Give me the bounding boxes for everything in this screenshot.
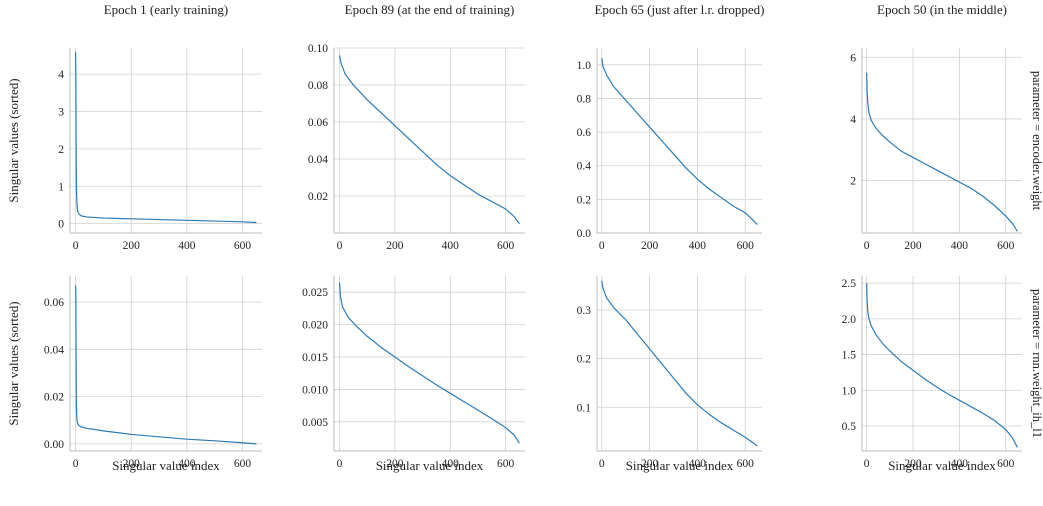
panel-r1-c2-series-line xyxy=(338,55,520,225)
panel-r2-c2-xtick-label: 600 xyxy=(497,458,515,470)
panel-r2-c4: 0 200 400 600 0.5 1.0 1.5 2.0 2.5 xyxy=(842,276,1022,470)
column-title-3: Epoch 65 (just after l.r. dropped) xyxy=(594,2,764,17)
panel-r2-c4-series-line xyxy=(866,283,1018,448)
x-axis-label-col-4: Singular value index xyxy=(888,458,996,473)
panel-r1-c4-series-line xyxy=(866,72,1018,232)
panel-r1-c1-ytick-label: 0 xyxy=(58,219,64,231)
panel-r2-c2-series-line xyxy=(338,282,520,444)
panel-r1-c3-ytick-label: 1.0 xyxy=(577,60,592,72)
panel-r2-c3-ytick-label: 0.2 xyxy=(577,354,592,366)
panel-r2-c3-xtick-label: 600 xyxy=(737,458,755,470)
panel-r1-c3-ytick-label: 0.4 xyxy=(577,161,592,173)
panel-r2-c1-ytick-label: 0.06 xyxy=(44,297,64,309)
panel-r1-c3-xtick-label: 200 xyxy=(641,240,659,252)
panel-r1-c2-ytick-label: 0.04 xyxy=(308,154,328,166)
x-axis-label-col-1: Singular value index xyxy=(112,458,220,473)
panel-r1-c3-xtick-label: 0 xyxy=(599,240,605,252)
panel-r1-c1-xtick-label: 200 xyxy=(123,240,141,252)
x-axis-label-col-2: Singular value index xyxy=(376,458,484,473)
panel-r1-c4: 0 200 400 600 2 4 6 xyxy=(850,48,1022,252)
panel-r1-c1: 0 200 400 600 0 1 2 3 4 xyxy=(58,48,262,252)
panel-r1-c1-ytick-label: 3 xyxy=(58,107,64,119)
panel-r2-c4-ytick-label: 1.5 xyxy=(842,350,857,362)
panel-r2-c2-ytick-label: 0.025 xyxy=(302,287,328,299)
panel-r2-c4-xtick-label: 0 xyxy=(864,458,870,470)
panel-r1-c2-ytick-label: 0.02 xyxy=(308,191,328,203)
panel-r1-c1-xtick-label: 0 xyxy=(73,240,79,252)
panel-r2-c1-ytick-label: 0.02 xyxy=(44,392,64,404)
panel-r1-c2-xtick-label: 400 xyxy=(442,240,460,252)
panel-r1-c4-ytick-label: 4 xyxy=(850,114,856,126)
row-title-1: parameter = encoder.weight xyxy=(1030,71,1043,211)
panel-r2-c1-ytick-label: 0.04 xyxy=(44,344,64,356)
panel-r1-c1-ytick-label: 2 xyxy=(58,144,64,156)
column-title-2: Epoch 89 (at the end of training) xyxy=(345,2,515,17)
panel-r2-c2-ytick-label: 0.020 xyxy=(302,320,328,332)
panel-r1-c4-xtick-label: 400 xyxy=(951,240,969,252)
panel-r2-c3-xtick-label: 400 xyxy=(689,458,707,470)
panel-r2-c1: 0 200 400 600 0.00 0.02 0.04 0.06 xyxy=(44,276,262,470)
column-title-1: Epoch 1 (early training) xyxy=(104,2,229,17)
panel-r1-c4-ytick-label: 2 xyxy=(850,176,856,188)
panel-r1-c2-xtick-label: 0 xyxy=(337,240,343,252)
panel-r1-c2-ytick-label: 0.06 xyxy=(308,117,328,129)
panel-r2-c4-xtick-label: 400 xyxy=(951,458,969,470)
panel-r1-c1-xtick-label: 600 xyxy=(234,240,252,252)
panel-r1-c1-ytick-label: 1 xyxy=(58,181,64,193)
panel-r1-c3-xtick-label: 400 xyxy=(689,240,707,252)
panel-r2-c4-ytick-label: 0.5 xyxy=(842,421,857,433)
panel-r2-c4-ytick-label: 2.0 xyxy=(842,314,857,326)
panel-r1-c3-ytick-label: 0.6 xyxy=(577,127,592,139)
panel-r2-c2-ytick-label: 0.005 xyxy=(302,417,328,429)
panel-r2-c2-xtick-label: 0 xyxy=(337,458,343,470)
panel-r2-c1-xtick-label: 600 xyxy=(234,458,252,470)
panel-r1-c4-xtick-label: 200 xyxy=(904,240,922,252)
panel-r2-c3-ytick-label: 0.1 xyxy=(577,402,592,414)
panel-r1-c2-xtick-label: 600 xyxy=(497,240,515,252)
panel-r1-c2-ytick-label: 0.10 xyxy=(308,43,328,55)
panel-r2-c4-xtick-label: 200 xyxy=(904,458,922,470)
panel-r2-c3: 0 200 400 600 0.1 0.2 0.3 xyxy=(577,276,762,470)
panel-r2-c2-xtick-label: 200 xyxy=(386,458,404,470)
panel-r1-c3: 0 200 400 600 0.0 0.2 0.4 0.6 0.8 1.0 xyxy=(577,48,762,252)
panel-r2-c3-ytick-label: 0.3 xyxy=(577,305,592,317)
y-axis-label-row-1: Singular values (sorted) xyxy=(6,78,21,202)
panel-r2-c1-xtick-label: 200 xyxy=(123,458,141,470)
x-axis-label-col-3: Singular value index xyxy=(626,458,734,473)
panel-r1-c1-ytick-label: 4 xyxy=(58,69,64,81)
panel-r2-c1-xtick-label: 400 xyxy=(178,458,196,470)
panel-r2-c4-xtick-label: 600 xyxy=(997,458,1015,470)
panel-r1-c4-ytick-label: 6 xyxy=(850,52,856,64)
panel-r1-c3-ytick-label: 0.8 xyxy=(577,93,592,105)
panel-r2-c3-xtick-label: 0 xyxy=(599,458,605,470)
panel-r1-c4-xtick-label: 0 xyxy=(864,240,870,252)
panel-r2-c1-ytick-label: 0.00 xyxy=(44,439,64,451)
panel-r2-c2-xtick-label: 400 xyxy=(442,458,460,470)
panel-r1-c2: 0 200 400 600 0.02 0.04 0.06 0.08 0.10 xyxy=(308,43,525,252)
panel-r1-c1-xtick-label: 400 xyxy=(178,240,196,252)
panel-r1-c3-xtick-label: 600 xyxy=(737,240,755,252)
panel-r1-c2-ytick-label: 0.08 xyxy=(308,80,328,92)
panel-r2-c1-series-line xyxy=(74,285,257,445)
panel-r1-c3-ytick-label: 0.2 xyxy=(577,194,592,206)
panel-r2-c3-series-line xyxy=(601,280,758,447)
panel-r2-c1-xtick-label: 0 xyxy=(73,458,79,470)
panel-r2-c2: 0 200 400 600 0.005 0.010 0.015 0.020 0.025 xyxy=(302,276,525,470)
column-title-4: Epoch 50 (in the middle) xyxy=(877,2,1007,17)
panel-r2-c2-ytick-label: 0.015 xyxy=(302,352,328,364)
y-axis-label-row-2: Singular values (sorted) xyxy=(6,301,21,425)
panel-r1-c3-ytick-label: 0.0 xyxy=(577,228,592,240)
panel-r2-c3-xtick-label: 200 xyxy=(641,458,659,470)
panel-r2-c2-ytick-label: 0.010 xyxy=(302,384,328,396)
panel-r2-c4-ytick-label: 1.0 xyxy=(842,385,857,397)
panel-r1-c2-xtick-label: 200 xyxy=(386,240,404,252)
panel-r1-c1-series-line xyxy=(74,51,257,224)
panel-r1-c4-xtick-label: 600 xyxy=(997,240,1015,252)
panel-r1-c3-series-line xyxy=(601,58,758,226)
panel-r2-c4-ytick-label: 2.5 xyxy=(842,278,857,290)
row-title-2: parameter = rnn.weight_ih_l1 xyxy=(1030,289,1043,438)
